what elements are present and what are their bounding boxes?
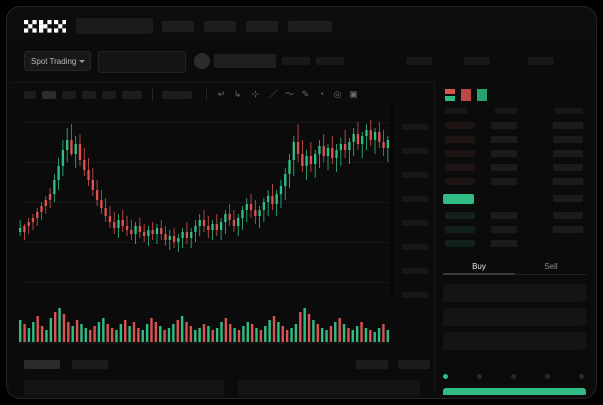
trading-mode-select[interactable]: Spot Trading — [24, 51, 91, 71]
nav-item-4[interactable] — [288, 21, 332, 32]
tab-sell[interactable]: Sell — [544, 262, 558, 271]
chart-tab-open-orders[interactable] — [24, 360, 60, 369]
stat-last-price — [282, 57, 310, 65]
timeframe-6[interactable] — [122, 91, 142, 99]
stat-change — [316, 57, 344, 65]
timeframe-1[interactable] — [24, 91, 36, 99]
bid-row-total — [553, 212, 583, 219]
toolbar-divider-2 — [206, 89, 207, 100]
slider-step-1[interactable] — [477, 374, 482, 379]
ask-row-price[interactable] — [445, 136, 475, 143]
price-axis — [393, 106, 434, 352]
chart-tab-funds[interactable] — [398, 360, 430, 369]
ask-row-amount — [491, 122, 517, 129]
spread-total — [553, 195, 583, 202]
ask-row-amount — [491, 178, 517, 185]
timeframe-5[interactable] — [102, 91, 116, 99]
okx-logo-icon[interactable] — [24, 20, 66, 33]
trading-mode-label: Spot Trading — [31, 57, 77, 66]
price-chart[interactable] — [10, 106, 437, 352]
volume-series — [18, 308, 390, 344]
cursor-icon[interactable]: ⊹ — [251, 89, 260, 99]
wave-icon[interactable]: 〜 — [284, 89, 294, 99]
camera-icon[interactable]: ▣ — [349, 89, 358, 99]
screen: Spot Trading ↵ ↳ ⊹ ／ — [10, 10, 593, 395]
search-input[interactable] — [76, 18, 153, 34]
coin-avatar — [194, 53, 210, 69]
bid-row-price[interactable] — [445, 212, 475, 219]
ask-row-price[interactable] — [445, 178, 475, 185]
redo-icon[interactable]: ↳ — [233, 89, 242, 99]
timeframe-3[interactable] — [62, 91, 76, 99]
chart-tab-trade-history[interactable] — [356, 360, 388, 369]
slider-step-4[interactable] — [579, 374, 584, 379]
orderbook-col-amount — [495, 108, 517, 114]
pencil-icon[interactable]: ✎ — [301, 89, 310, 99]
order-price-field[interactable] — [443, 284, 586, 302]
ask-row-price[interactable] — [445, 150, 475, 157]
bid-row-amount — [491, 212, 517, 219]
orderbook-col-price — [445, 108, 467, 114]
timeframe-4[interactable] — [82, 91, 96, 99]
book-asks-icon[interactable] — [461, 88, 471, 101]
stat-high — [406, 57, 432, 65]
timeframe-2[interactable] — [42, 91, 56, 99]
slider-step-3[interactable] — [545, 374, 550, 379]
nav-item-1[interactable] — [162, 21, 194, 32]
ask-row-total — [553, 122, 583, 129]
ask-row-price[interactable] — [445, 122, 475, 129]
ask-row-total — [553, 178, 583, 185]
toolbar-divider — [152, 89, 153, 100]
magnet-icon[interactable]: ◔ — [318, 89, 325, 99]
order-total-field[interactable] — [443, 332, 586, 350]
indicator-button[interactable] — [162, 91, 192, 99]
candlestick-series — [18, 120, 390, 252]
bottom-panel-left[interactable] — [24, 380, 224, 395]
eraser-icon[interactable]: ◎ — [333, 89, 342, 99]
sub-toolbar: Spot Trading — [10, 42, 593, 82]
submit-buy-button[interactable] — [443, 388, 586, 395]
ask-row-amount — [491, 136, 517, 143]
spread-indicator — [443, 194, 474, 204]
chevron-down-icon — [79, 60, 85, 63]
bid-row-price[interactable] — [445, 226, 475, 233]
bid-row-amount — [491, 226, 517, 233]
book-bids-icon[interactable] — [477, 88, 487, 101]
bid-row-total — [553, 226, 583, 233]
amount-slider[interactable] — [443, 372, 586, 382]
tab-buy[interactable]: Buy — [472, 262, 486, 271]
chart-tab-order-history[interactable] — [72, 360, 108, 369]
nav-item-2[interactable] — [204, 21, 236, 32]
stat-volume — [528, 57, 554, 65]
ask-row-total — [553, 136, 583, 143]
trendline-icon[interactable]: ／ — [268, 89, 278, 99]
ask-row-amount — [491, 164, 517, 171]
slider-step-2[interactable] — [511, 374, 516, 379]
ask-row-total — [553, 150, 583, 157]
slider-step-0[interactable] — [443, 374, 448, 379]
orderbook-col-total — [555, 108, 583, 114]
pair-name-label — [214, 54, 276, 68]
undo-icon[interactable]: ↵ — [217, 89, 226, 99]
nav-item-3[interactable] — [246, 21, 278, 32]
ask-row-price[interactable] — [445, 164, 475, 171]
bottom-panel-right[interactable] — [238, 380, 420, 395]
ask-row-total — [553, 164, 583, 171]
stat-low — [464, 57, 490, 65]
bid-row-amount — [491, 240, 517, 247]
order-amount-field[interactable] — [443, 308, 586, 326]
ask-row-amount — [491, 150, 517, 157]
pair-select[interactable] — [98, 51, 186, 73]
top-navigation — [10, 10, 593, 42]
order-panel: Buy Sell — [434, 82, 593, 395]
tab-active-underline — [443, 273, 515, 275]
chart-footer-tabs — [10, 352, 434, 376]
bid-row-price[interactable] — [445, 240, 475, 247]
book-both-icon[interactable] — [445, 88, 455, 101]
